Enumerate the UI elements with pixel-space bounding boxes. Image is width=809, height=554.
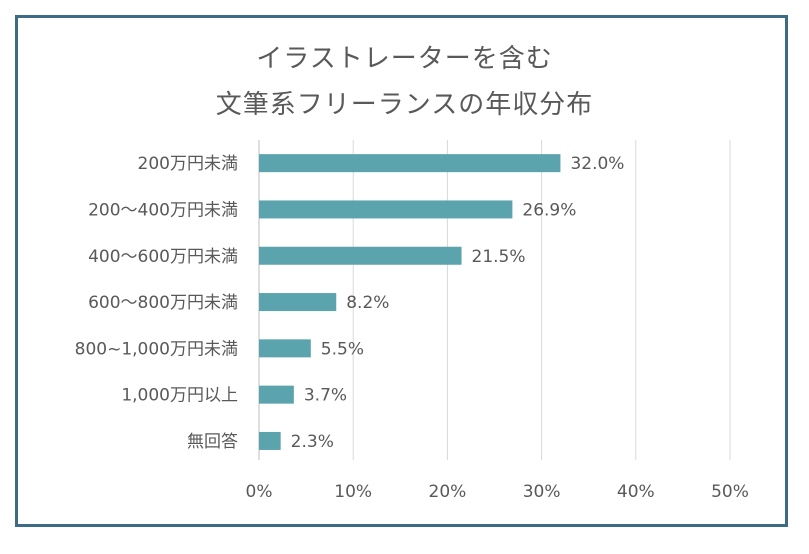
- chart-title-line-1: イラストレーターを含む: [256, 44, 553, 74]
- category-label: 800~1,000万円未満: [75, 339, 238, 359]
- value-label: 21.5%: [472, 247, 526, 267]
- bars: [259, 154, 561, 450]
- category-label: 無回答: [187, 432, 238, 452]
- value-label: 26.9%: [522, 200, 576, 220]
- x-tick-label: 40%: [617, 482, 655, 502]
- x-axis-ticks: 0% 10% 20% 30% 40% 50%: [246, 482, 749, 502]
- value-label: 32.0%: [570, 154, 624, 174]
- value-label: 5.5%: [321, 339, 364, 359]
- category-label: 200万円未満: [138, 154, 238, 174]
- x-tick-label: 0%: [246, 482, 273, 502]
- bar: [259, 154, 561, 173]
- bar: [259, 339, 311, 358]
- category-label: 400～600万円未満: [88, 247, 238, 267]
- value-label: 2.3%: [291, 432, 334, 452]
- bar: [259, 293, 337, 312]
- grid-lines: [258, 140, 731, 460]
- bar: [259, 385, 294, 404]
- value-label: 8.2%: [346, 293, 389, 313]
- x-tick-label: 30%: [523, 482, 561, 502]
- chart-title-line-2: 文筆系フリーランスの年収分布: [215, 90, 594, 120]
- bar: [259, 431, 281, 450]
- chart-frame: [15, 15, 788, 527]
- x-tick-label: 50%: [711, 482, 749, 502]
- category-label: 1,000万円以上: [121, 386, 238, 406]
- category-label: 200～400万円未満: [88, 200, 238, 220]
- x-tick-label: 20%: [429, 482, 467, 502]
- bar: [259, 246, 462, 265]
- value-label: 3.7%: [304, 386, 347, 406]
- value-labels: 32.0% 26.9% 21.5% 8.2% 5.5% 3.7% 2.3%: [291, 154, 625, 452]
- bar: [259, 200, 513, 219]
- x-tick-label: 10%: [334, 482, 372, 502]
- category-label: 600～800万円未満: [88, 293, 238, 313]
- category-labels: 200万円未満 200～400万円未満 400～600万円未満 600～800万円未満…: [75, 154, 238, 452]
